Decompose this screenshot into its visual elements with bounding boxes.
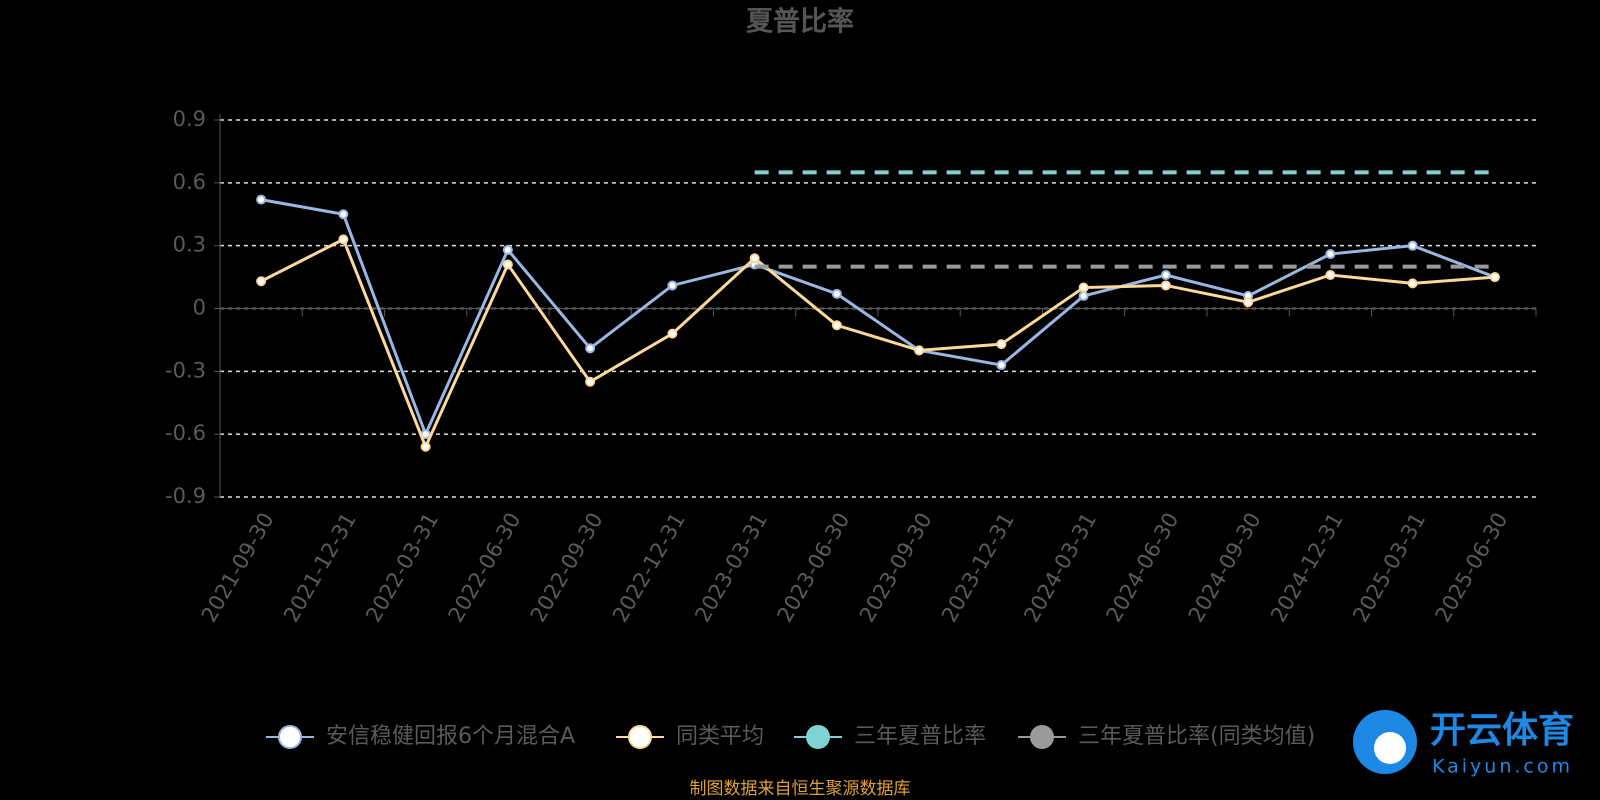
legend-label: 同类平均 — [676, 724, 764, 749]
y-tick-label: 0.3 — [173, 233, 206, 257]
legend-marker — [806, 725, 830, 749]
data-point — [1489, 272, 1500, 283]
data-point — [1160, 280, 1171, 291]
data-point — [996, 339, 1007, 350]
legend-marker — [628, 725, 652, 749]
legend-label: 三年夏普比率(同类均值) — [1078, 724, 1315, 749]
data-point — [502, 259, 513, 270]
y-tick-label: 0.9 — [173, 107, 206, 131]
watermark: 开云体育 Kaiyun.com — [1353, 710, 1574, 778]
y-tick-label: -0.9 — [165, 484, 206, 508]
chart-title: 夏普比率 — [746, 6, 854, 38]
data-point — [502, 244, 513, 255]
data-point — [256, 194, 267, 205]
data-point — [585, 376, 596, 387]
y-tick-label: -0.3 — [165, 358, 206, 382]
data-point — [831, 288, 842, 299]
data-point — [831, 320, 842, 331]
data-point — [667, 280, 678, 291]
data-point — [1160, 269, 1171, 280]
data-point — [667, 328, 678, 339]
data-point — [996, 360, 1007, 371]
data-point — [256, 276, 267, 287]
data-point — [749, 253, 760, 264]
data-point — [338, 234, 349, 245]
data-point — [585, 343, 596, 354]
data-point — [338, 209, 349, 220]
data-point — [1078, 282, 1089, 293]
y-tick-label: 0 — [193, 296, 206, 320]
legend-marker — [1030, 725, 1054, 749]
watermark-url: Kaiyun.com — [1432, 756, 1573, 778]
legend-marker — [278, 725, 302, 749]
watermark-text: 开云体育 — [1430, 710, 1574, 751]
series-line — [260, 198, 1496, 439]
y-tick-label: -0.6 — [165, 421, 206, 445]
data-point — [1325, 269, 1336, 280]
watermark-ball — [1374, 732, 1406, 764]
data-point — [420, 441, 431, 452]
source-note: 制图数据来自恒生聚源数据库 — [690, 779, 911, 799]
data-point — [914, 345, 925, 356]
data-point — [1078, 290, 1089, 301]
data-point — [1407, 278, 1418, 289]
y-tick-label: 0.6 — [173, 170, 206, 194]
data-point — [1325, 249, 1336, 260]
data-point — [1243, 297, 1254, 308]
series-line — [260, 237, 1495, 451]
data-point — [1407, 240, 1418, 251]
legend-label: 三年夏普比率 — [854, 724, 986, 749]
legend-label: 安信稳健回报6个月混合A — [326, 724, 575, 749]
